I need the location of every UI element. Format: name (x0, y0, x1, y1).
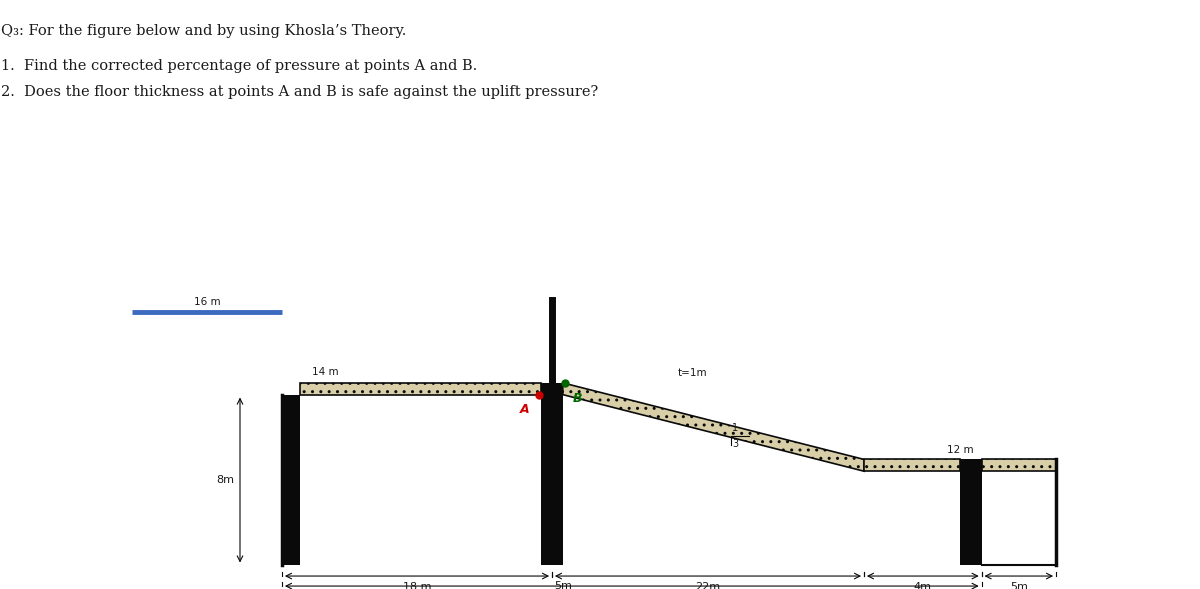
Bar (300, 383, 541, 395)
Bar (282, 395, 300, 565)
Text: 4m: 4m (914, 582, 932, 589)
Text: 5m: 5m (1010, 582, 1027, 589)
Text: 16 m: 16 m (193, 297, 221, 307)
Text: 22m: 22m (696, 582, 720, 589)
Bar (960, 459, 982, 565)
Text: B: B (572, 392, 582, 405)
Text: 1: 1 (732, 423, 738, 433)
Bar (982, 459, 1056, 471)
Text: 8m: 8m (216, 475, 234, 485)
Text: 3: 3 (732, 439, 738, 449)
Text: 18 m: 18 m (403, 582, 431, 589)
Bar (541, 383, 563, 565)
Text: 5m: 5m (554, 581, 572, 589)
Text: A: A (520, 403, 529, 416)
Text: 1.  Find the corrected percentage of pressure at points A and B.: 1. Find the corrected percentage of pres… (1, 59, 476, 73)
Text: 12 m: 12 m (947, 445, 973, 455)
Bar (864, 459, 960, 471)
Text: 14 m: 14 m (312, 367, 338, 377)
Text: 2.  Does the floor thickness at points A and B is safe against the uplift pressu: 2. Does the floor thickness at points A … (1, 85, 598, 100)
Text: t=1m: t=1m (678, 368, 707, 378)
Polygon shape (563, 383, 864, 471)
Text: Q₃: For the figure below and by using Khosla’s Theory.: Q₃: For the figure below and by using Kh… (1, 24, 406, 38)
